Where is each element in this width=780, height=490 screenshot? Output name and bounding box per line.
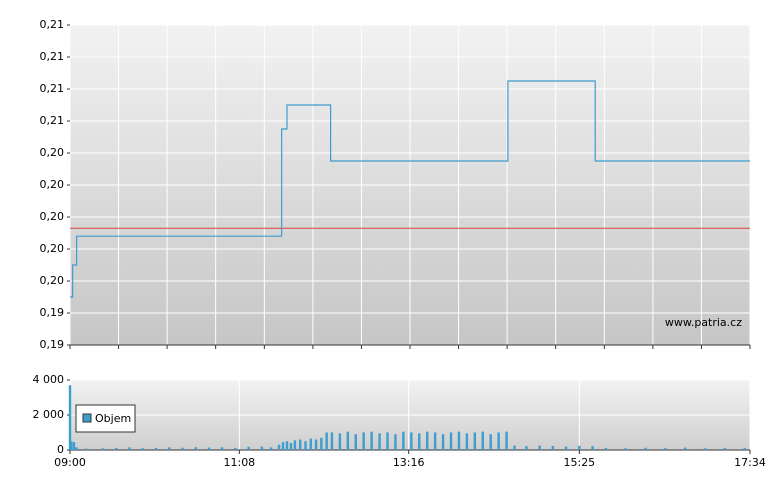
volume-bar xyxy=(378,433,381,450)
volume-bar xyxy=(402,431,405,450)
y-tick-label: 0,21 xyxy=(40,50,65,63)
volume-bar xyxy=(664,448,667,450)
volume-bar xyxy=(683,447,687,450)
volume-bar xyxy=(538,445,541,450)
volume-bar xyxy=(141,448,144,450)
y-tick-label: 0,20 xyxy=(40,178,65,191)
volume-bar xyxy=(362,432,365,450)
x-tick-label: 17:34 xyxy=(734,456,766,469)
volume-bar xyxy=(168,447,171,450)
volume-bar xyxy=(309,438,312,450)
volume-bar xyxy=(285,441,289,450)
volume-bar xyxy=(84,448,88,450)
y-tick-label: 2 000 xyxy=(33,408,65,421)
volume-bar xyxy=(298,439,302,450)
volume-bar xyxy=(624,448,627,450)
volume-bar xyxy=(410,432,413,450)
volume-bar xyxy=(578,445,581,450)
y-tick-label: 0,20 xyxy=(40,274,65,287)
volume-bar xyxy=(154,447,158,450)
volume-bar xyxy=(314,439,318,450)
volume-bar xyxy=(473,432,477,450)
volume-bar xyxy=(247,446,250,450)
y-tick-label: 4 000 xyxy=(33,373,65,386)
x-tick-label: 11:08 xyxy=(223,456,255,469)
volume-bar xyxy=(325,432,328,450)
volume-bar xyxy=(723,447,727,450)
volume-bar xyxy=(128,447,131,450)
x-tick-label: 15:25 xyxy=(563,456,595,469)
volume-bar xyxy=(497,432,500,450)
volume-bar xyxy=(525,446,528,450)
volume-bar xyxy=(293,440,297,450)
volume-bar xyxy=(234,447,237,450)
x-tick-label: 09:00 xyxy=(54,456,86,469)
volume-bar xyxy=(591,446,594,450)
volume-bar xyxy=(505,431,508,450)
volume-bar xyxy=(75,447,78,450)
volume-bar xyxy=(644,447,647,450)
price-line xyxy=(70,80,750,298)
volume-bar xyxy=(220,447,224,450)
volume-bar xyxy=(551,445,555,450)
volume-bar xyxy=(101,448,105,450)
volume-bar xyxy=(441,434,445,450)
volume-bar xyxy=(370,431,373,450)
volume-bar xyxy=(181,447,184,450)
volume-bar xyxy=(489,434,492,450)
volume-bar xyxy=(330,432,334,450)
legend-swatch xyxy=(82,413,92,423)
volume-bar xyxy=(72,442,76,450)
volume-bar xyxy=(481,431,484,450)
volume-bar xyxy=(418,433,421,450)
y-tick-label: 0,20 xyxy=(40,242,65,255)
volume-bar xyxy=(338,433,342,450)
volume-bar xyxy=(304,441,307,450)
volume-bar xyxy=(703,448,707,450)
volume-bar xyxy=(207,447,211,450)
volume-bar xyxy=(433,432,437,450)
legend-label: Objem xyxy=(95,412,131,425)
watermark: www.patria.cz xyxy=(665,316,742,329)
volume-bar xyxy=(277,444,281,450)
volume-bar xyxy=(260,446,264,450)
y-tick-label: 0,19 xyxy=(40,338,65,351)
volume-bar xyxy=(386,432,389,450)
volume-bar xyxy=(115,447,118,450)
volume-bar xyxy=(346,431,350,450)
volume-bar xyxy=(320,437,323,450)
volume-bar xyxy=(354,434,357,450)
y-tick-label: 0,21 xyxy=(40,18,65,31)
volume-bar xyxy=(269,447,273,450)
volume-bar xyxy=(465,433,469,450)
volume-bar xyxy=(449,432,453,450)
volume-bar xyxy=(604,447,607,450)
y-tick-label: 0,20 xyxy=(40,146,65,159)
volume-bar xyxy=(68,385,72,450)
volume-bar xyxy=(564,446,568,450)
y-tick-label: 0,19 xyxy=(40,306,65,319)
x-tick-label: 13:16 xyxy=(393,456,425,469)
y-tick-label: 0,21 xyxy=(40,82,65,95)
volume-bar xyxy=(194,447,197,450)
y-tick-label: 0,21 xyxy=(40,114,65,127)
volume-bar xyxy=(70,441,73,450)
y-tick-label: 0 xyxy=(57,443,64,456)
volume-bar xyxy=(457,431,461,450)
volume-bar xyxy=(289,443,293,450)
y-tick-label: 0,20 xyxy=(40,210,65,223)
volume-bar xyxy=(743,448,746,450)
volume-bar xyxy=(394,434,397,450)
volume-bar xyxy=(281,442,285,450)
volume-bar xyxy=(425,431,429,450)
volume-bar xyxy=(513,445,516,450)
